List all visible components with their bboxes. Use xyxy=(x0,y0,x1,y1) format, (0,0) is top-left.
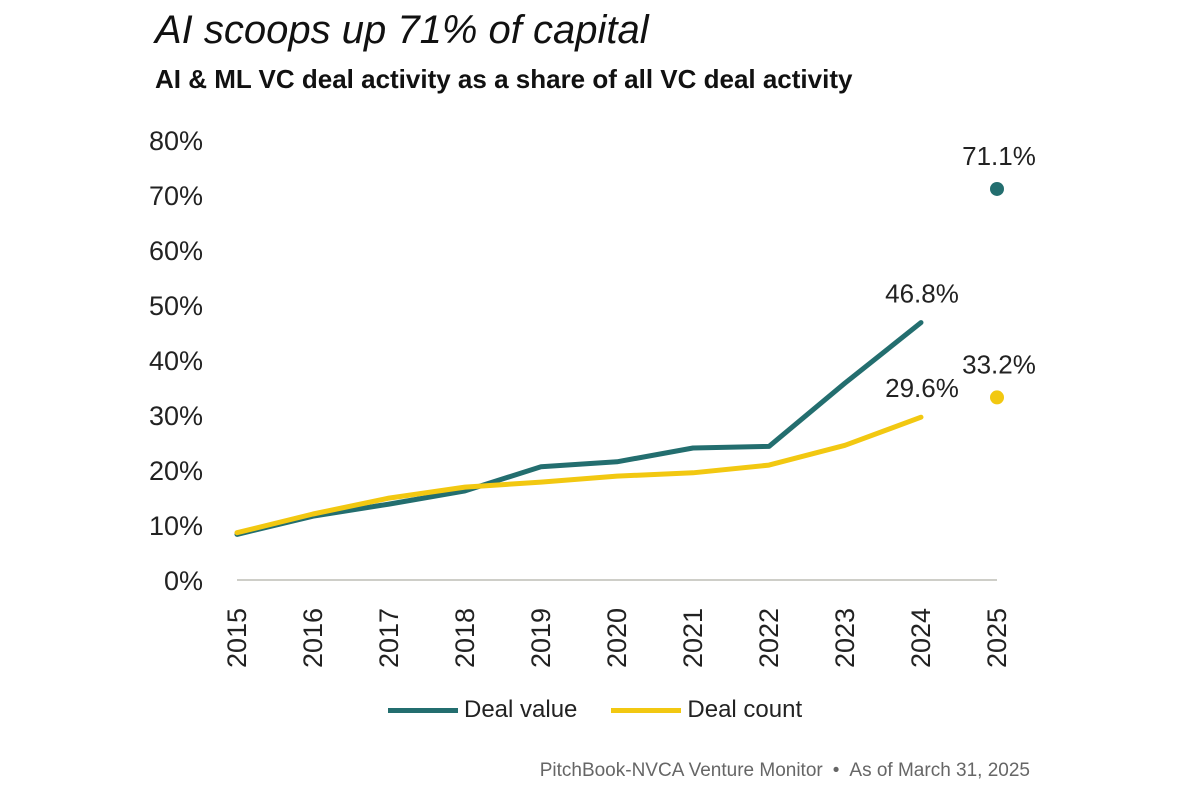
chart-subtitle: AI & ML VC deal activity as a share of a… xyxy=(155,64,853,94)
series-line-deal-value xyxy=(234,320,924,537)
y-tick-label-60: 60% xyxy=(149,236,203,266)
y-tick-label-0: 0% xyxy=(164,566,203,596)
y-tick-label-80: 80% xyxy=(149,126,203,156)
chart-title: AI scoops up 71% of capital xyxy=(155,8,649,52)
y-tick-label-70: 70% xyxy=(149,181,203,211)
highlight-label-deal-value: 71.1% xyxy=(962,141,1036,171)
source-name: PitchBook-NVCA Venture Monitor xyxy=(539,760,823,781)
x-tick-label-2025: 2025 xyxy=(982,608,1012,668)
y-tick-label-30: 30% xyxy=(149,401,203,431)
end-label-deal-count: 29.6% xyxy=(885,373,959,403)
x-tick-label-2022: 2022 xyxy=(754,608,784,668)
x-tick-label-2023: 2023 xyxy=(830,608,860,668)
y-tick-label-50: 50% xyxy=(149,291,203,321)
x-tick-label-2017: 2017 xyxy=(374,608,404,668)
y-tick-label-40: 40% xyxy=(149,346,203,376)
chart-legend: Deal value Deal count xyxy=(388,696,836,724)
y-tick-label-10: 10% xyxy=(149,511,203,541)
source-separator: • xyxy=(832,760,840,781)
legend-label-deal-value: Deal value xyxy=(464,696,578,723)
highlight-point-deal-value xyxy=(990,181,1004,196)
x-tick-label-2021: 2021 xyxy=(678,608,708,668)
x-tick-label-2016: 2016 xyxy=(298,608,328,668)
x-tick-label-2020: 2020 xyxy=(602,608,632,668)
end-label-deal-value: 46.8% xyxy=(885,279,959,309)
legend-swatch-deal-value xyxy=(388,707,458,713)
source-note: PitchBook-NVCA Venture Monitor • As of Mar… xyxy=(540,760,1030,782)
legend-item-deal-value: Deal value xyxy=(388,696,577,724)
legend-label-deal-count: Deal count xyxy=(687,696,803,723)
x-tick-label-2019: 2019 xyxy=(526,608,556,668)
series-line-deal-count xyxy=(234,414,924,536)
highlight-point-deal-count xyxy=(990,390,1004,405)
highlight-label-deal-count: 33.2% xyxy=(962,349,1036,379)
x-tick-label-2015: 2015 xyxy=(222,608,252,668)
source-date: As of March 31, 2025 xyxy=(849,760,1030,781)
y-tick-label-20: 20% xyxy=(149,456,203,486)
x-tick-label-2018: 2018 xyxy=(450,608,480,668)
legend-item-deal-count: Deal count xyxy=(611,696,802,724)
x-tick-label-2024: 2024 xyxy=(906,608,936,668)
legend-swatch-deal-count xyxy=(611,707,682,713)
